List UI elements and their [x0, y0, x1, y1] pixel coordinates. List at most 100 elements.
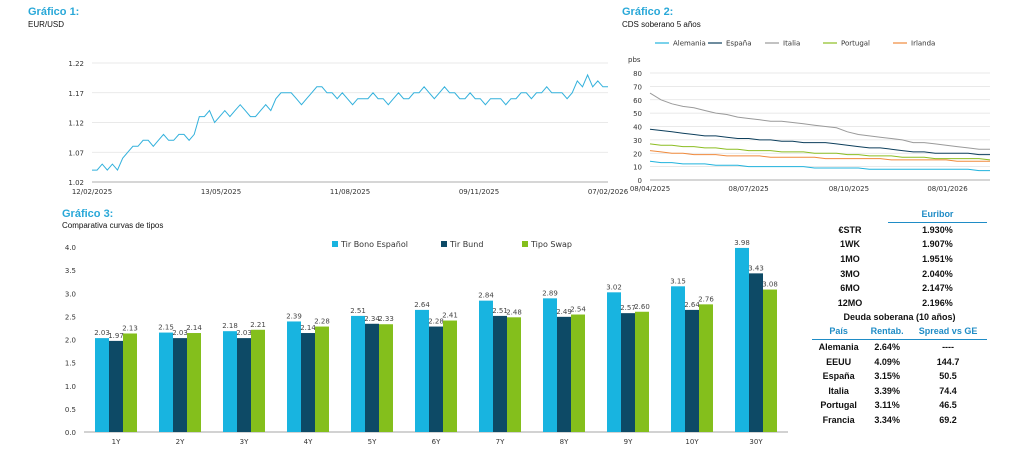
bar	[123, 333, 137, 432]
y-axis-label: pbs	[628, 56, 641, 64]
deuda-title: Deuda soberana (10 años)	[843, 312, 956, 323]
cds-line-chart: 0 10 20 30 40 50 60 70 80 pbs 08/04/2025 08/07/2025…	[628, 40, 991, 193]
deuda-table: País Rentab. Spread vs GE Alemania 2.64% -…	[812, 324, 987, 427]
bar-data-label: 2.64	[684, 301, 700, 309]
euribor-tenor: 1WK	[839, 239, 860, 250]
x-tick-label: 4Y	[304, 438, 313, 446]
y-tick-label: 1.12	[68, 120, 84, 128]
bar-data-label: 2.14	[186, 324, 202, 332]
bar	[699, 304, 713, 432]
deuda-row: Italia 3.39% 74.4	[812, 384, 987, 399]
bar-data-label: 2.76	[698, 295, 714, 303]
euribor-row: 1WK 1.907%	[812, 237, 987, 252]
bar	[735, 247, 749, 432]
bar	[571, 314, 585, 432]
bar	[621, 313, 635, 432]
rentab-cell: 3.11%	[874, 400, 900, 411]
y-tick-label: 80	[633, 70, 642, 78]
chart1-subtitle: EUR/USD	[28, 20, 65, 29]
bar	[173, 338, 187, 432]
euribor-rate: 2.196%	[922, 297, 953, 308]
spread-cell: ----	[942, 342, 955, 353]
y-tick-label: 1.02	[68, 179, 84, 187]
y-tick-label: 50	[633, 110, 642, 118]
x-tick-label: 13/05/2025	[201, 188, 241, 196]
spread-cell: 144.7	[936, 356, 960, 367]
bar	[493, 315, 507, 432]
y-tick-label: 1.22	[68, 60, 84, 68]
spread-cell: 50.5	[939, 371, 957, 382]
cds-series-line	[649, 160, 990, 172]
deuda-row: Portugal 3.11% 46.5	[812, 398, 987, 413]
euribor-rate: 1.930%	[922, 224, 953, 235]
bar-data-label: 2.60	[634, 303, 650, 311]
x-tick-label: 09/11/2025	[459, 188, 499, 196]
euribor-tenor: 12MO	[837, 297, 863, 308]
bar-data-label: 2.84	[478, 292, 494, 300]
cds-series-line	[649, 128, 990, 156]
euribor-tenor: 6MO	[840, 283, 860, 294]
bar-data-label: 2.51	[350, 307, 366, 315]
bar	[379, 324, 393, 432]
bar-data-label: 1.97	[108, 332, 124, 340]
spread-cell: 74.4	[939, 385, 957, 396]
cds-series-line	[649, 150, 990, 162]
bar-data-label: 2.28	[428, 318, 444, 326]
bar-data-label: 2.49	[556, 308, 572, 316]
y-tick-label: 1.0	[65, 383, 76, 391]
euribor-tenor: 1MO	[840, 254, 860, 265]
rentab-cell: 3.34%	[874, 415, 900, 426]
bar-data-label: 2.15	[158, 324, 174, 332]
euribor-table: Euribor €STR 1.930% 1WK 1.907% 1MO 1.951% 3MO 2…	[812, 207, 987, 310]
bar	[763, 289, 777, 432]
bar-data-label: 2.21	[250, 321, 266, 329]
eurusd-line-chart: 1.02 1.07 1.12 1.17 1.22 12/02/2025 13/05/2025…	[68, 60, 628, 196]
chart3-subtitle: Comparativa curvas de tipos	[62, 221, 164, 230]
col-pais: País	[829, 326, 848, 337]
x-tick-label: 9Y	[624, 438, 633, 446]
y-tick-label: 2.0	[65, 337, 76, 345]
y-tick-label: 0.0	[65, 429, 76, 437]
bar-data-label: 2.13	[122, 324, 138, 332]
bar-data-label: 2.33	[378, 315, 394, 323]
bar	[251, 329, 265, 432]
euribor-tenor: 3MO	[840, 268, 860, 279]
bar-data-label: 2.34	[364, 315, 380, 323]
bar	[237, 338, 251, 432]
euribor-rate: 1.951%	[922, 254, 953, 265]
x-tick-label: 07/02/2026	[588, 188, 629, 196]
pais-cell: Alemania	[818, 342, 859, 353]
bar	[365, 323, 379, 432]
rentab-cell: 4.09%	[874, 356, 900, 367]
legend-swatch	[522, 241, 528, 247]
y-tick-label: 2.5	[65, 313, 76, 321]
bar-data-label: 2.54	[570, 306, 586, 314]
y-tick-label: 3.0	[65, 290, 76, 298]
euribor-row: 3MO 2.040%	[812, 266, 987, 281]
legend-swatch	[332, 241, 338, 247]
deuda-row: EEUU 4.09% 144.7	[812, 354, 987, 369]
x-tick-label: 08/10/2025	[829, 185, 869, 193]
legend-label: Tipo Swap	[530, 240, 572, 249]
bar	[95, 338, 109, 432]
bar-data-label: 2.03	[236, 329, 252, 337]
chart2-title: Gráfico 2:	[622, 6, 674, 18]
bar-data-label: 2.89	[542, 289, 558, 297]
cds-series-line	[649, 92, 990, 150]
spread-cell: 46.5	[939, 400, 957, 411]
x-tick-label: 6Y	[432, 438, 441, 446]
y-tick-label: 60	[633, 97, 642, 105]
y-tick-label: 30	[633, 137, 642, 145]
deuda-row: España 3.15% 50.5	[812, 369, 987, 384]
bar-data-label: 3.08	[762, 281, 778, 289]
chart2-subtitle: CDS soberano 5 años	[622, 20, 701, 29]
deuda-row: Francia 3.34% 69.2	[812, 413, 987, 428]
euribor-tenor: €STR	[838, 224, 862, 235]
euribor-row: 12MO 2.196%	[812, 296, 987, 311]
pais-cell: España	[822, 371, 855, 382]
bar-data-label: 2.14	[300, 324, 316, 332]
bar-data-label: 2.48	[506, 308, 522, 316]
euribor-rate: 2.040%	[922, 268, 953, 279]
bar	[315, 326, 329, 432]
x-tick-label: 08/01/2026	[927, 185, 968, 193]
